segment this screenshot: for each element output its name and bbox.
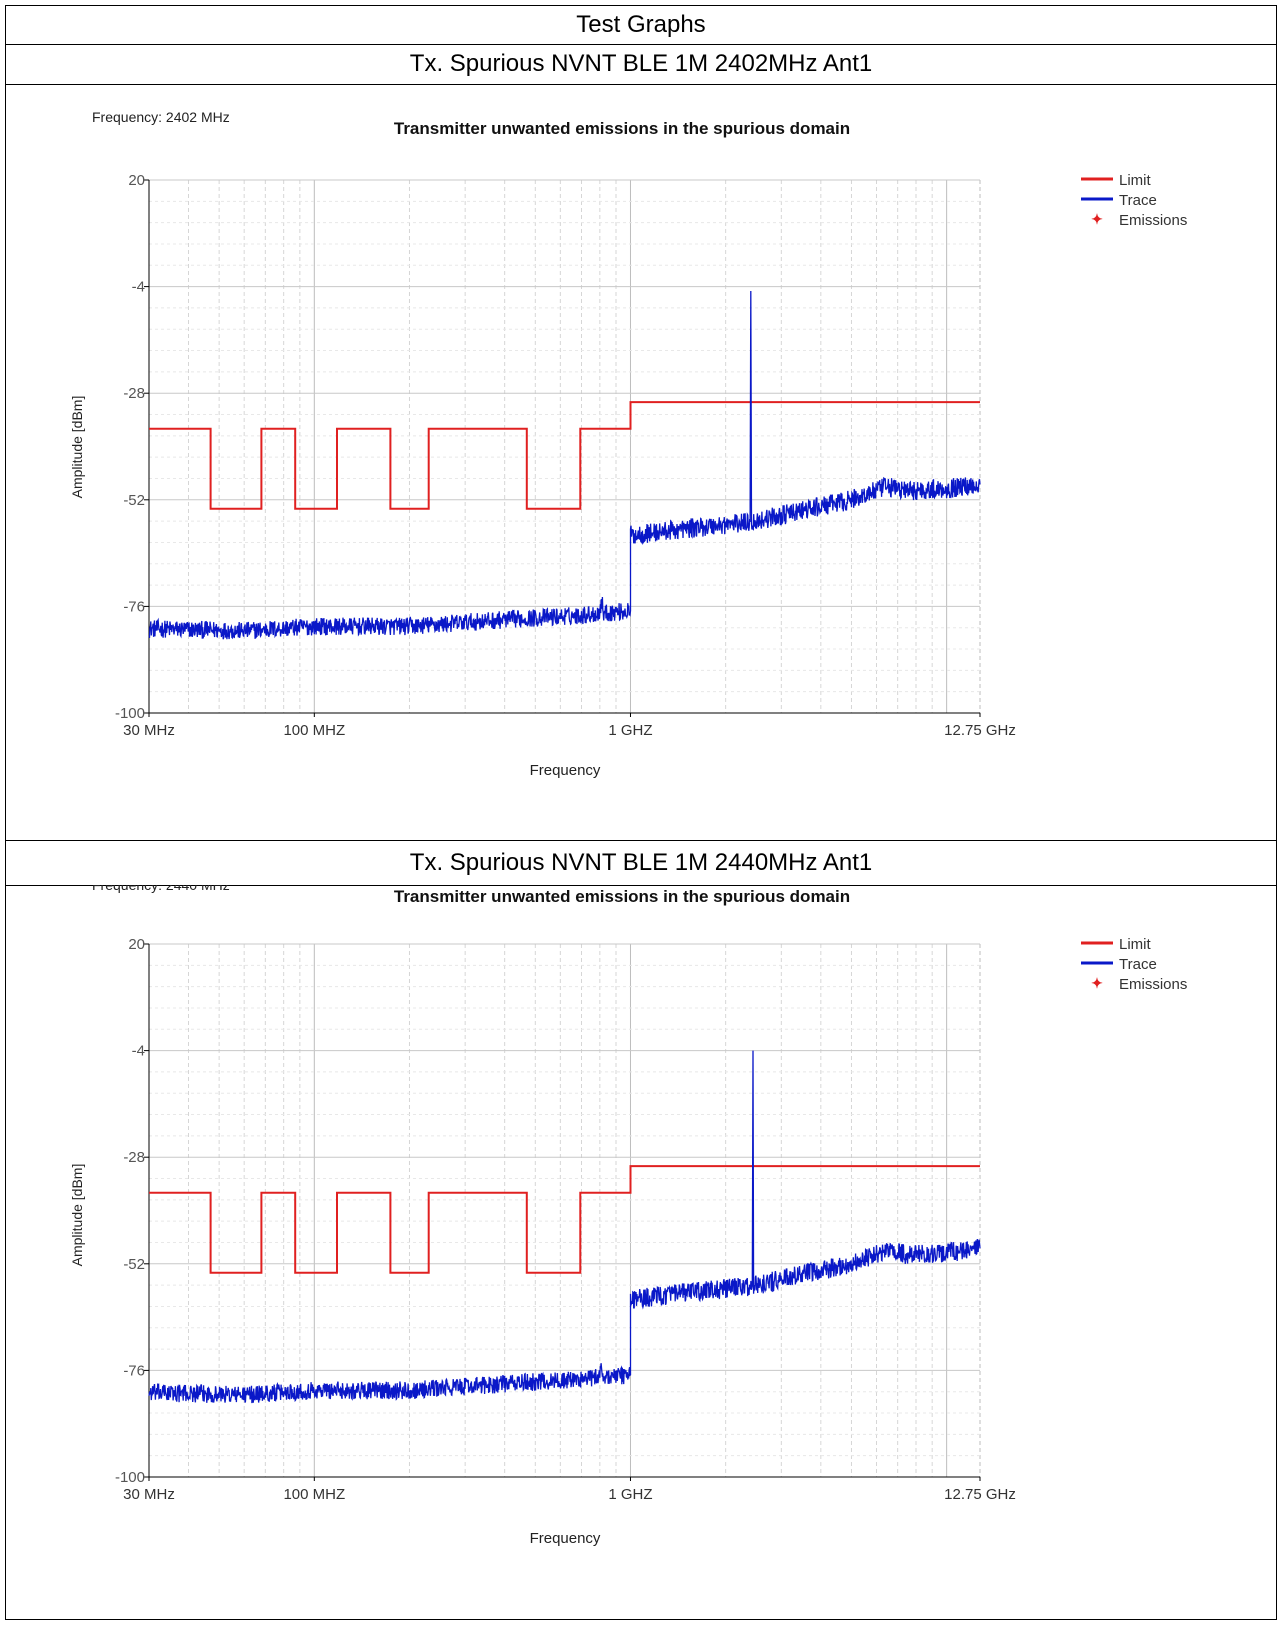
y-tick-label: -28 bbox=[123, 385, 145, 402]
page-title: Test Graphs bbox=[6, 6, 1276, 45]
x-tick-label: 1 GHZ bbox=[608, 722, 652, 739]
y-tick-label: -52 bbox=[123, 492, 145, 509]
legend-limit-label: Limit bbox=[1119, 936, 1152, 953]
y-tick-label: 20 bbox=[128, 936, 145, 953]
limit-series-line bbox=[149, 1165, 980, 1274]
legend-trace-label: Trace bbox=[1119, 956, 1157, 973]
graph-1-section-title: Tx. Spurious NVNT BLE 1M 2402MHz Ant1 bbox=[6, 44, 1276, 85]
x-tick-label: 1 GHZ bbox=[608, 1486, 652, 1503]
legend-emissions-marker: ✦ bbox=[1091, 211, 1103, 227]
y-tick-label: -4 bbox=[132, 1043, 145, 1060]
frequency-label: Frequency: 2402 MHz bbox=[92, 109, 230, 125]
x-tick-label: 100 MHZ bbox=[283, 722, 345, 739]
y-tick-label: -28 bbox=[123, 1149, 145, 1166]
graph-2-section-title: Tx. Spurious NVNT BLE 1M 2440MHz Ant1 bbox=[6, 840, 1276, 886]
y-tick-label: -100 bbox=[115, 705, 145, 722]
legend-emissions-marker: ✦ bbox=[1091, 975, 1103, 991]
x-tick-label: 100 MHZ bbox=[283, 1486, 345, 1503]
limit-series-line bbox=[149, 401, 980, 510]
legend-trace-label: Trace bbox=[1119, 192, 1157, 209]
y-tick-label: 20 bbox=[128, 172, 145, 189]
y-tick-label: -76 bbox=[123, 598, 145, 615]
graph-2-chart: Frequency: 2440 MHz Transmitter unwanted… bbox=[69, 877, 1187, 1547]
graph-1-chart: Frequency: 2402 MHz Transmitter unwanted… bbox=[69, 109, 1187, 779]
x-tick-label: 30 MHz bbox=[123, 1486, 175, 1503]
legend-emissions-label: Emissions bbox=[1119, 976, 1187, 993]
y-tick-label: -4 bbox=[132, 279, 145, 296]
legend-emissions-label: Emissions bbox=[1119, 212, 1187, 229]
x-tick-label: 12.75 GHz bbox=[944, 722, 1016, 739]
y-tick-label: -52 bbox=[123, 1256, 145, 1273]
graph-2: Frequency: 2440 MHz Transmitter unwanted… bbox=[6, 877, 1276, 1619]
chart-title: Transmitter unwanted emissions in the sp… bbox=[394, 887, 850, 906]
test-graphs-table: Test Graphs Tx. Spurious NVNT BLE 1M 240… bbox=[5, 5, 1277, 1620]
graph-1: Frequency: 2402 MHz Transmitter unwanted… bbox=[6, 85, 1276, 839]
x-tick-label: 30 MHz bbox=[123, 722, 175, 739]
y-axis-label: Amplitude [dBm] bbox=[69, 396, 85, 499]
x-tick-label: 12.75 GHz bbox=[944, 1486, 1016, 1503]
x-axis-label: Frequency bbox=[530, 762, 601, 779]
trace-series-line bbox=[148, 1050, 981, 1404]
legend-limit-label: Limit bbox=[1119, 172, 1152, 189]
y-axis-label: Amplitude [dBm] bbox=[69, 1164, 85, 1267]
x-axis-label: Frequency bbox=[530, 1530, 601, 1547]
chart-title: Transmitter unwanted emissions in the sp… bbox=[394, 119, 850, 138]
trace-series-line bbox=[148, 290, 981, 640]
frequency-label: Frequency: 2440 MHz bbox=[92, 885, 230, 893]
y-tick-label: -76 bbox=[123, 1362, 145, 1379]
y-tick-label: -100 bbox=[115, 1469, 145, 1486]
